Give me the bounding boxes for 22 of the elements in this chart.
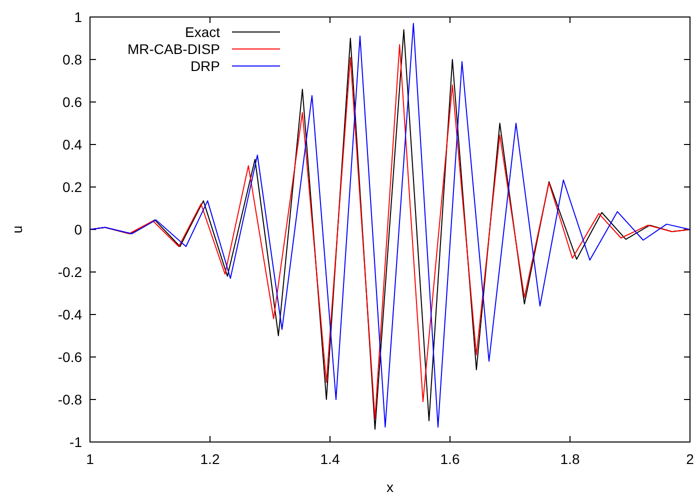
x-tick-label: 1 bbox=[86, 451, 94, 467]
x-tick-label: 1.2 bbox=[200, 451, 220, 467]
y-tick-label: -1 bbox=[70, 434, 82, 450]
y-tick-label: -0.8 bbox=[58, 392, 82, 408]
y-tick-label: -0.4 bbox=[58, 306, 82, 322]
y-tick-label: 0.2 bbox=[62, 179, 82, 195]
y-tick-label: 1 bbox=[74, 9, 82, 25]
x-tick-label: 1.4 bbox=[320, 451, 340, 467]
y-tick-label: 0.4 bbox=[62, 136, 82, 152]
x-tick-label: 1.6 bbox=[440, 451, 460, 467]
x-tick-label: 2 bbox=[686, 451, 694, 467]
y-tick-label: 0.8 bbox=[62, 52, 82, 68]
y-tick-label: 0.6 bbox=[62, 94, 82, 110]
y-axis-title: u bbox=[9, 226, 25, 234]
y-tick-label: -0.6 bbox=[58, 349, 82, 365]
y-tick-label: -0.2 bbox=[58, 264, 82, 280]
x-axis-title: x bbox=[386, 479, 394, 495]
legend-label: DRP bbox=[190, 58, 220, 74]
legend-label: MR-CAB-DISP bbox=[127, 41, 220, 57]
x-tick-label: 1.8 bbox=[560, 451, 580, 467]
legend-label: Exact bbox=[184, 24, 220, 40]
y-tick-label: 0 bbox=[74, 222, 82, 238]
